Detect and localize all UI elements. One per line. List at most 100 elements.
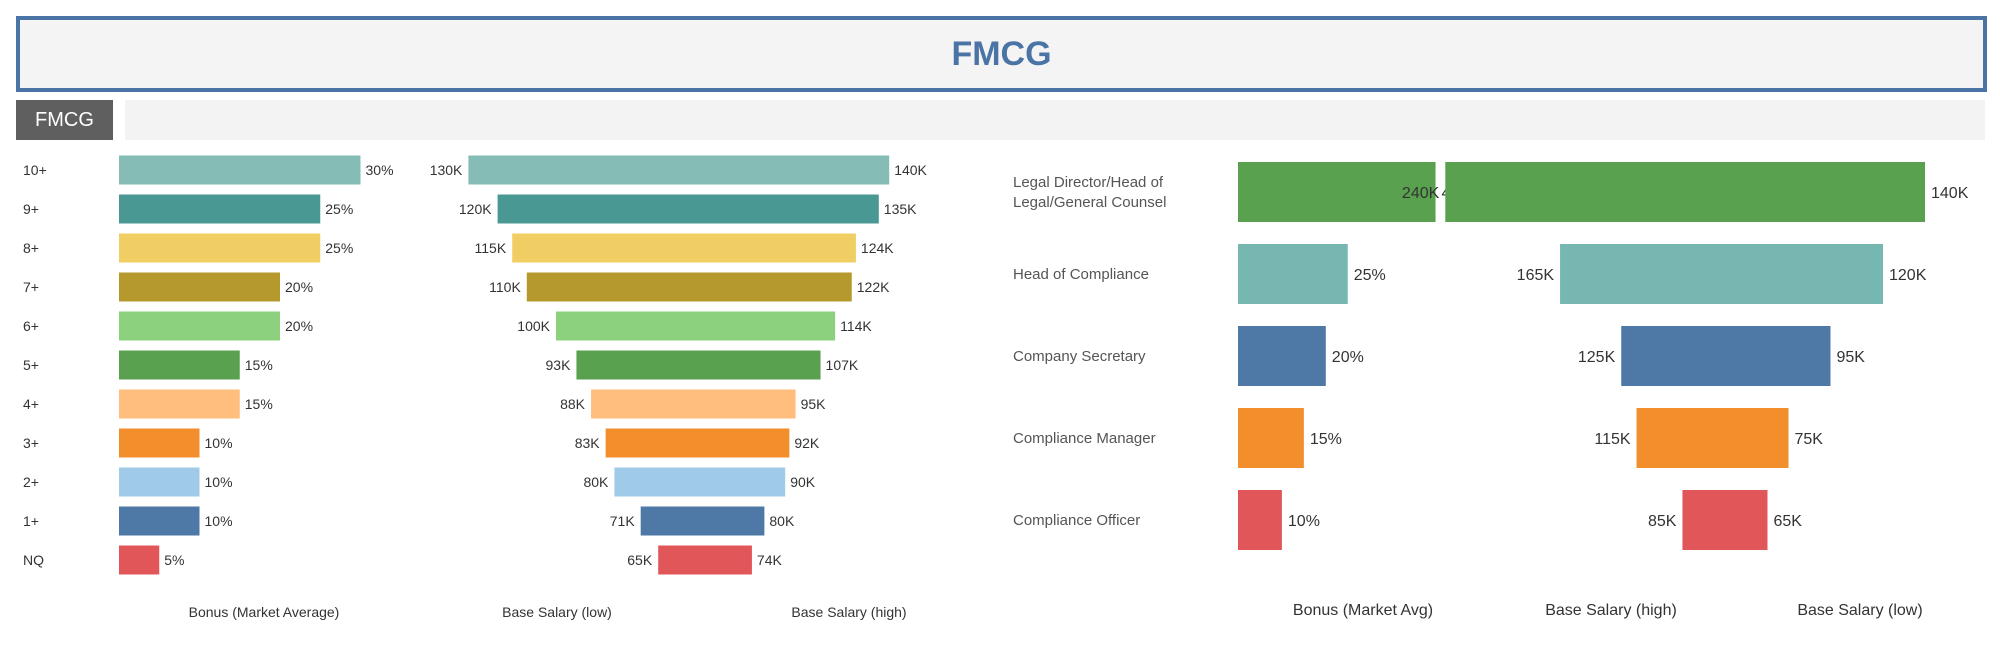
role-salary-high-label: 125K [1578, 349, 1616, 366]
bonus-value-label: 20% [285, 318, 313, 334]
tab-fmcg[interactable]: FMCG [16, 100, 113, 140]
bonus-bar [119, 194, 321, 224]
category-label: 6+ [23, 318, 39, 334]
salary-low-bar [591, 389, 702, 419]
salary-high-label: 140K [894, 162, 927, 178]
bonus-value-label: 25% [325, 240, 353, 256]
salary-high-axis-title: Base Salary (high) [791, 604, 906, 620]
role-salary-high-label: 85K [1648, 513, 1677, 530]
salary-low-label: 110K [489, 279, 521, 295]
salary-high-bar [702, 311, 836, 341]
role-salary-high-label: 240K [1402, 185, 1440, 202]
bonus-value-label: 10% [205, 513, 233, 529]
salary-low-bar [614, 467, 702, 497]
role-bonus-label: 10% [1288, 513, 1320, 530]
role-salary-low-axis-title: Base Salary (low) [1797, 602, 1922, 619]
bonus-bar [119, 428, 200, 458]
role-bonus-bar [1238, 162, 1436, 222]
category-label: 8+ [23, 240, 39, 256]
salary-high-bar [702, 506, 765, 536]
salary-high-label: 80K [769, 513, 795, 529]
salary-low-axis-title: Base Salary (low) [502, 604, 612, 620]
role-label: Head of Compliance [1013, 266, 1149, 283]
salary-low-label: 93K [546, 357, 572, 373]
salary-low-bar [576, 350, 702, 380]
salary-low-bar [497, 194, 702, 224]
salary-low-label: 80K [583, 474, 609, 490]
bonus-bar [119, 545, 160, 575]
salary-high-bar [702, 350, 821, 380]
role-salary-low-label: 75K [1795, 431, 1824, 448]
salary-low-label: 88K [560, 396, 586, 412]
role-salary-high-label: 165K [1517, 267, 1555, 284]
category-label: 5+ [23, 357, 39, 373]
role-salary-high-label: 115K [1594, 431, 1631, 448]
role-salary-low-bar [1736, 490, 1768, 550]
category-label: 10+ [23, 162, 47, 178]
bonus-bar [119, 311, 280, 341]
role-salary-low-label: 140K [1931, 185, 1969, 202]
category-label: 9+ [23, 201, 39, 217]
salary-high-bar [702, 389, 796, 419]
salary-high-bar [702, 428, 790, 458]
salary-high-label: 124K [861, 240, 894, 256]
bonus-value-label: 15% [245, 396, 273, 412]
bonus-value-label: 5% [164, 552, 184, 568]
role-bonus-bar [1238, 408, 1304, 468]
role-salary-low-bar [1736, 244, 1883, 304]
role-salary-low-label: 65K [1774, 513, 1803, 530]
salary-high-label: 90K [790, 474, 816, 490]
salary-low-bar [556, 311, 702, 341]
bonus-bar [119, 155, 361, 185]
salary-high-label: 114K [840, 318, 872, 334]
salary-high-label: 122K [857, 279, 890, 295]
role-bonus-axis-title: Bonus (Market Avg) [1293, 602, 1433, 619]
category-label: 3+ [23, 435, 39, 451]
salary-high-bar [702, 545, 752, 575]
role-salary-low-label: 95K [1837, 349, 1866, 366]
bonus-value-label: 15% [245, 357, 273, 373]
salary-high-bar [702, 194, 879, 224]
role-bonus-bar [1238, 490, 1282, 550]
role-salary-low-label: 120K [1889, 267, 1927, 284]
salary-high-label: 135K [884, 201, 917, 217]
bonus-value-label: 10% [205, 474, 233, 490]
salary-low-label: 115K [475, 240, 507, 256]
salary-low-bar [640, 506, 702, 536]
category-label: NQ [23, 552, 44, 568]
role-label: Compliance Manager [1013, 430, 1156, 447]
category-label: 4+ [23, 396, 39, 412]
salary-high-label: 95K [801, 396, 827, 412]
salary-high-label: 107K [826, 357, 859, 373]
salary-high-bar [702, 272, 852, 302]
bonus-value-label: 10% [205, 435, 233, 451]
bonus-bar [119, 467, 200, 497]
bonus-bar [119, 506, 200, 536]
bonus-value-label: 25% [325, 201, 353, 217]
salary-low-label: 83K [575, 435, 601, 451]
bonus-value-label: 30% [366, 162, 394, 178]
role-label: Compliance Officer [1013, 512, 1140, 529]
role-salary-low-bar [1736, 326, 1831, 386]
salary-low-label: 100K [517, 318, 550, 334]
bonus-bar [119, 272, 280, 302]
role-salary-high-bar [1445, 162, 1736, 222]
role-salary-high-bar [1636, 408, 1736, 468]
salary-low-label: 71K [610, 513, 636, 529]
salary-high-label: 92K [794, 435, 820, 451]
salary-high-bar [702, 467, 786, 497]
page-title: FMCG [951, 34, 1052, 73]
role-salary-high-bar [1621, 326, 1736, 386]
bonus-value-label: 20% [285, 279, 313, 295]
role-salary-high-axis-title: Base Salary (high) [1545, 602, 1677, 619]
role-bonus-bar [1238, 326, 1326, 386]
salary-low-bar [658, 545, 702, 575]
tab-label: FMCG [35, 108, 94, 131]
role-bonus-bar [1238, 244, 1348, 304]
role-salary-low-bar [1736, 162, 1925, 222]
role-bonus-label: 20% [1332, 349, 1364, 366]
role-salary-low-bar [1736, 408, 1789, 468]
salary-low-bar [526, 272, 702, 302]
salary-low-label: 120K [459, 201, 492, 217]
